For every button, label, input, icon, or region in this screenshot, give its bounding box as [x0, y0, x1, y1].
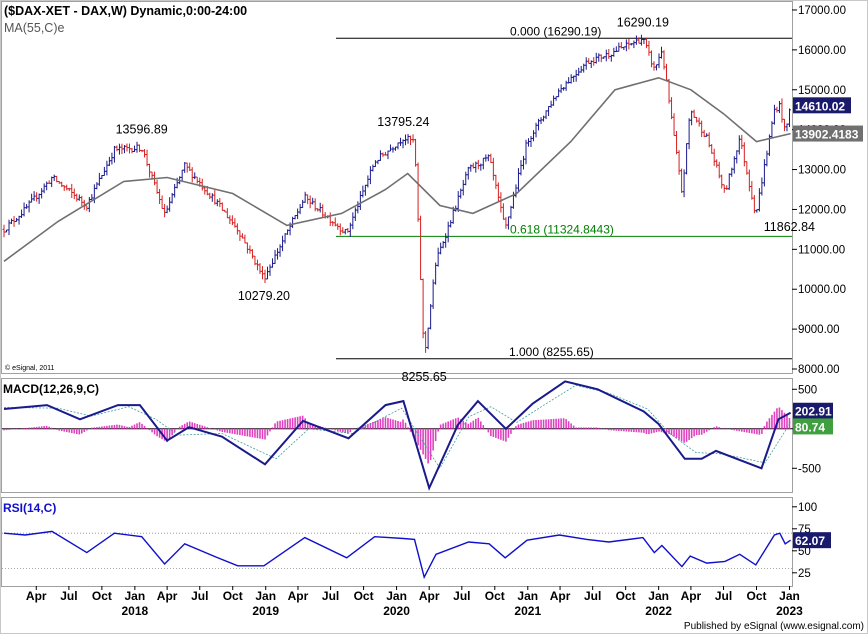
month-label: Jan	[517, 589, 538, 603]
price-axis-tick-label: 15000.00	[798, 85, 846, 97]
last-macd-label-box	[793, 402, 833, 419]
last-ma-label: 13902.4183	[795, 128, 859, 142]
price-annotation: 11862.84	[764, 220, 815, 234]
month-label: Jan	[648, 589, 669, 603]
ma-55-line	[3, 76, 791, 262]
year-label: 2023	[776, 604, 803, 618]
price-annotation: 10279.20	[238, 289, 290, 303]
price-axis: 8000.00 9000.00 10000.00 11000.00 12000.00 13…	[792, 5, 846, 376]
ma-legend: MA(55,C)e	[4, 21, 64, 35]
price-panel	[1, 1, 793, 374]
month-label: Apr	[26, 589, 47, 603]
last-rsi-label-box	[793, 532, 831, 549]
month-label: Apr	[419, 589, 440, 603]
month-label: Jul	[60, 589, 77, 603]
last-price-label: 14610.02	[795, 99, 845, 113]
rsi-axis-tick-label: 100	[798, 502, 817, 514]
fib-label: 1.000 (8255.65)	[509, 345, 594, 359]
price-annotation: 13596.89	[116, 123, 168, 137]
chart-title: ($DAX-XET - DAX,W) Dynamic,0:00-24:00	[4, 4, 247, 18]
year-label: 2021	[514, 604, 541, 618]
macd-axis-tick-label: 500	[798, 384, 817, 396]
rsi-axis-tick-label: 50	[798, 546, 811, 558]
price-axis-tick-label: 13000.00	[798, 165, 846, 177]
price-annotations: 13596.89 10279.20 13795.24 8255.65 16290.19 1…	[116, 15, 815, 384]
macd-signal-line	[3, 384, 791, 470]
month-label: Apr	[157, 589, 178, 603]
price-axis-tick-label: 11000.00	[798, 244, 845, 256]
month-label: Jul	[453, 589, 470, 603]
month-label: Apr	[288, 589, 309, 603]
month-label: Jan	[125, 589, 146, 603]
month-label: Oct	[616, 589, 636, 603]
last-price-label-box	[793, 97, 851, 114]
price-axis-tick-label: 8000.00	[798, 364, 840, 376]
year-label: 2022	[645, 604, 672, 618]
last-rsi-label: 62.07	[795, 534, 825, 548]
rsi-line	[3, 530, 791, 580]
month-label: Jan	[779, 589, 800, 603]
macd-legend: MACD(12,26,9,C)	[3, 382, 99, 396]
price-annotation: 13795.24	[377, 115, 429, 129]
last-signal-label: 80.74	[795, 420, 825, 434]
month-label: Jul	[584, 589, 601, 603]
last-ma-label-box	[793, 125, 863, 142]
month-label: Jan	[255, 589, 276, 603]
price-axis-tick-label: 10000.00	[798, 284, 846, 296]
rsi-panel	[1, 497, 793, 587]
month-label: Oct	[746, 589, 766, 603]
month-label: Jul	[715, 589, 732, 603]
month-label: Apr	[681, 589, 702, 603]
price-axis-tick-label: 9000.00	[798, 324, 840, 336]
month-label: Oct	[92, 589, 112, 603]
last-signal-label-box	[793, 418, 833, 435]
month-label: Oct	[485, 589, 505, 603]
price-annotation: 16290.19	[617, 15, 669, 29]
month-label: Apr	[550, 589, 571, 603]
price-axis-tick-label: 12000.00	[798, 204, 846, 216]
fib-label: 0.618 (11324.8443)	[510, 222, 614, 236]
year-label: 2020	[383, 604, 410, 618]
last-macd-label: 202.91	[795, 405, 832, 419]
price-annotation: 8255.65	[402, 370, 447, 384]
year-label: 2019	[252, 604, 279, 618]
month-label: Jan	[386, 589, 407, 603]
month-label: Jul	[322, 589, 339, 603]
price-axis-tick-label: 17000.00	[798, 5, 846, 17]
time-axis: Apr Jul Oct Jan Apr Jul Oct Jan Apr Jul Oct Jan Apr J…	[26, 586, 803, 618]
macd-panel	[1, 378, 793, 493]
rsi-legend: RSI(14,C)	[3, 501, 56, 515]
month-label: Oct	[223, 589, 243, 603]
copyright: © eSignal, 2011	[5, 364, 55, 372]
year-label: 2018	[122, 604, 149, 618]
month-label: Oct	[354, 589, 374, 603]
month-label: Jul	[191, 589, 208, 603]
fib-label: 0.000 (16290.19)	[510, 24, 601, 38]
fibonacci-levels: 0.000 (16290.19) 0.618 (11324.8443) 1.000 …	[336, 24, 792, 360]
macd-line	[3, 380, 792, 491]
price-axis-tick-label: 16000.00	[798, 45, 846, 57]
macd-axis-tick-label: -500	[798, 463, 821, 475]
publisher-footer: Published by eSignal (www.esignal.com)	[684, 621, 864, 632]
rsi-axis-tick-label: 25	[798, 568, 811, 580]
